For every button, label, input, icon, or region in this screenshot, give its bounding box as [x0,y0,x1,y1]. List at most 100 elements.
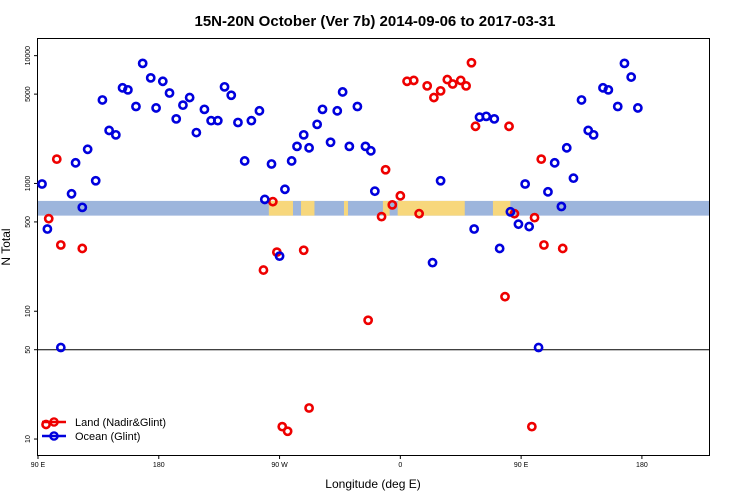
point-ocean-26 [219,81,230,92]
point-ocean-42 [325,137,336,148]
point-ocean-66 [568,173,579,184]
point-land-32 [526,421,537,432]
point-ocean-61 [533,342,544,353]
point-ocean-62 [543,186,553,197]
point-ocean-57 [505,206,516,217]
point-land-11 [304,403,314,413]
y-axis-label: N Total [0,228,13,265]
point-land-29 [500,291,510,302]
point-ocean-71 [603,84,614,95]
point-ocean-30 [246,115,257,126]
point-ocean-41 [317,104,328,115]
point-ocean-20 [178,100,188,111]
point-ocean-21 [184,92,195,103]
point-land-35 [539,240,549,250]
legend-label-1: Ocean (Glint) [75,431,140,443]
x-tick-label-5: 180 [636,462,648,469]
map-strip-land-0 [268,200,293,216]
point-ocean-12 [123,84,133,95]
point-ocean-54 [481,111,492,122]
point-ocean-60 [524,221,535,232]
point-ocean-0 [37,179,47,189]
x-tick-label-1: 180 [153,462,165,469]
point-ocean-33 [266,159,277,169]
series-ocean [37,58,643,353]
point-land-16 [395,190,406,201]
point-ocean-31 [254,105,265,116]
point-ocean-58 [513,219,524,230]
point-ocean-23 [199,104,210,115]
point-land-5 [258,265,269,275]
map-strip [38,200,709,216]
point-ocean-17 [157,76,168,87]
point-land-15 [387,199,398,210]
point-land-24 [447,79,458,89]
point-ocean-55 [489,113,500,124]
point-ocean-50 [427,257,438,268]
x-tick-label-4: 90 E [514,462,529,469]
point-ocean-8 [97,95,108,105]
series-land [41,57,568,437]
point-ocean-15 [145,72,156,83]
point-land-34 [536,154,547,165]
map-strip-land-4 [397,200,465,216]
point-land-0 [43,213,54,224]
point-ocean-22 [191,127,202,138]
point-ocean-3 [66,188,77,199]
x-tick-label-3: 0 [398,462,402,469]
point-land-14 [380,164,391,175]
point-ocean-59 [520,179,531,189]
point-ocean-64 [556,201,567,212]
y-tick-label-0: 10 [25,435,32,443]
point-ocean-38 [298,129,309,140]
map-strip-land-2 [343,200,349,216]
point-ocean-37 [292,141,302,152]
map-strip-land-3 [382,200,390,216]
plot-frame [37,38,710,456]
point-ocean-65 [561,142,572,153]
y-tick-label-5: 5000 [25,86,32,102]
point-ocean-7 [90,175,101,186]
point-land-3 [55,240,66,250]
point-ocean-75 [632,103,643,113]
legend-marker-1 [49,431,59,441]
point-ocean-28 [233,117,243,128]
point-ocean-44 [337,87,348,97]
y-axis: 10 50 100 500 1000 5000 10000 [25,46,38,443]
point-land-22 [435,85,446,96]
point-ocean-19 [171,113,182,124]
point-ocean-2 [55,342,66,353]
point-land-9 [282,426,293,437]
point-land-4 [77,243,88,254]
point-ocean-10 [110,129,121,140]
point-ocean-32 [259,194,270,205]
chart-title: 15N-20N October (Ver 7b) 2014-09-06 to 2… [194,13,555,30]
point-ocean-13 [131,101,141,112]
point-land-36 [557,243,568,254]
point-ocean-40 [312,119,323,130]
point-ocean-43 [332,105,343,116]
map-strip-ocean [38,200,709,216]
x-tick-label-2: 90 W [271,462,288,469]
point-ocean-72 [612,101,623,112]
point-ocean-9 [104,125,115,136]
legend-marker-0 [49,417,59,427]
point-land-21 [428,92,439,103]
point-land-27 [466,57,477,68]
point-ocean-36 [286,156,297,166]
y-tick-label-1: 50 [25,346,32,354]
point-land-12 [363,315,374,326]
point-ocean-34 [274,251,285,262]
point-land-8 [277,421,288,432]
point-ocean-29 [239,156,250,166]
point-ocean-52 [469,224,480,234]
y-tick-label-2: 100 [25,305,32,317]
y-tick-label-6: 10000 [25,46,32,66]
point-land-33 [529,212,540,223]
point-land-25 [455,75,466,86]
point-land-6 [267,196,278,207]
point-ocean-35 [280,184,290,195]
point-ocean-56 [494,243,505,254]
point-ocean-67 [576,95,587,105]
